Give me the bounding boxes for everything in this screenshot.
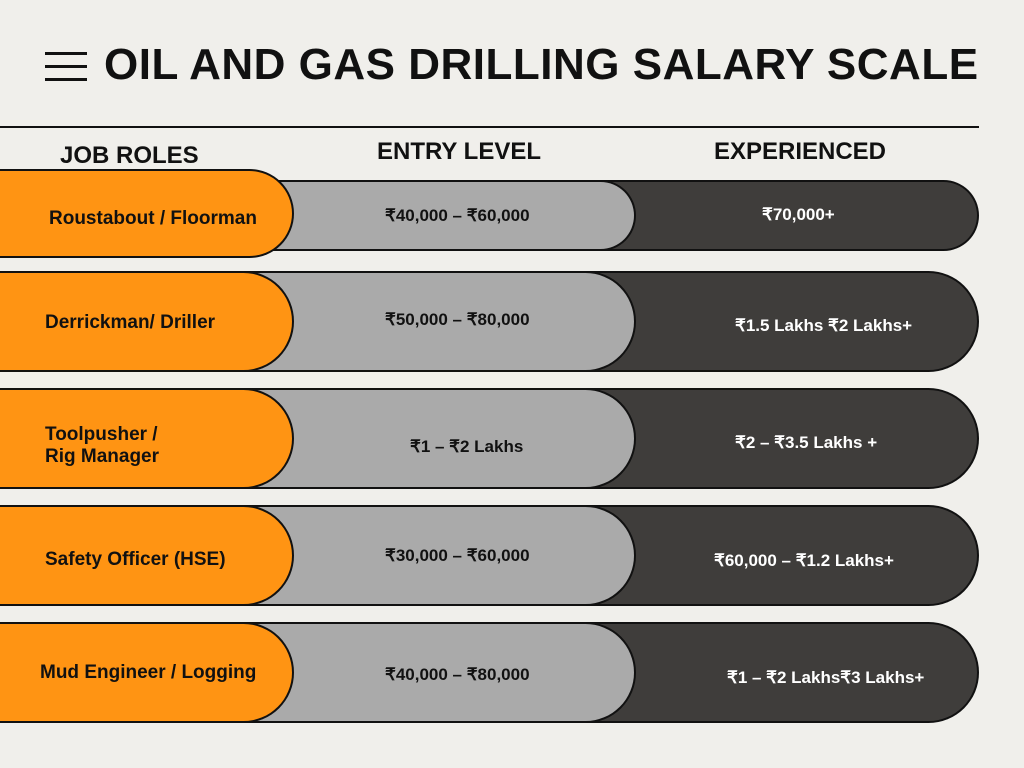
job-role-cell: Derrickman/ Driller	[0, 271, 294, 372]
column-header-entry-level: ENTRY LEVEL	[376, 138, 542, 165]
job-role-cell: Roustabout / Floorman	[0, 169, 294, 258]
experienced-salary: ₹60,000 – ₹1.2 Lakhs+	[714, 551, 894, 570]
job-role-label: Safety Officer (HSE)	[45, 549, 226, 570]
entry-salary: ₹40,000 – ₹60,000	[385, 206, 530, 225]
entry-salary-cell: ₹1 – ₹2 Lakhs	[240, 388, 636, 489]
experienced-salary: ₹1.5 Lakhs ₹2 Lakhs+	[735, 316, 913, 335]
job-role-cell: Mud Engineer / Logging	[0, 622, 294, 723]
hamburger-menu-icon[interactable]	[45, 52, 87, 81]
entry-salary-cell: ₹30,000 – ₹60,000	[240, 505, 636, 606]
job-role-label-line2: Rig Manager	[45, 446, 160, 467]
entry-salary-cell: ₹40,000 – ₹80,000	[240, 622, 636, 723]
column-header-experienced: EXPERIENCED	[713, 138, 887, 165]
job-role-label: Roustabout / Floorman	[49, 208, 257, 229]
entry-salary: ₹30,000 – ₹60,000	[385, 546, 530, 565]
experienced-salary: ₹70,000+	[762, 205, 835, 224]
job-role-cell: Toolpusher / Rig Manager	[0, 388, 294, 489]
entry-salary-cell: ₹50,000 – ₹80,000	[240, 271, 636, 372]
page-title: OIL AND GAS DRILLING SALARY SCALE	[104, 40, 979, 89]
job-role-label-line1: Toolpusher /	[45, 424, 158, 445]
header-divider	[0, 126, 979, 128]
entry-salary-cell: ₹40,000 – ₹60,000	[240, 180, 636, 251]
entry-salary: ₹1 – ₹2 Lakhs	[410, 437, 524, 456]
job-role-label: Mud Engineer / Logging	[40, 662, 257, 683]
experienced-salary: ₹1 – ₹2 Lakhs₹3 Lakhs+	[727, 668, 925, 687]
entry-salary: ₹40,000 – ₹80,000	[385, 665, 530, 684]
experienced-salary: ₹2 – ₹3.5 Lakhs +	[735, 433, 878, 452]
entry-salary: ₹50,000 – ₹80,000	[385, 310, 530, 329]
column-header-job-roles: JOB ROLES	[60, 142, 199, 169]
job-role-cell: Safety Officer (HSE)	[0, 505, 294, 606]
job-role-label: Derrickman/ Driller	[45, 312, 216, 333]
